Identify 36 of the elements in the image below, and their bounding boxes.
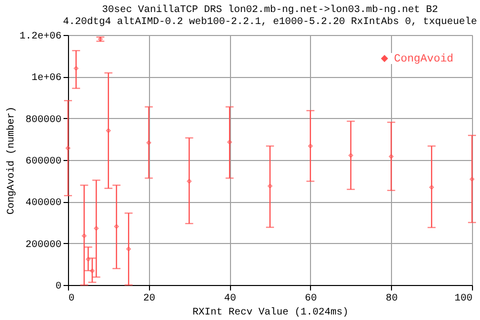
point: [146, 140, 152, 146]
point: [114, 224, 119, 229]
point: [470, 176, 474, 182]
x-tick-label: 60: [304, 294, 317, 304]
x-tick-label: 100: [454, 294, 472, 304]
point: [308, 144, 313, 148]
point: [388, 154, 394, 159]
y-tick-label: 400000: [25, 198, 62, 210]
point: [82, 233, 87, 238]
point: [94, 226, 99, 231]
x-tick-label: 40: [224, 294, 236, 304]
text: 30sec VanillaTCP DRS lon02.mb-ng.net->lon03.mb-ng.net B2: [102, 5, 438, 16]
x-axis-title: RXInt Recv Value (1.024ms): [192, 306, 349, 318]
point: [106, 128, 111, 133]
y-tick-label: 800000: [25, 114, 62, 126]
point: [186, 178, 192, 184]
y-tick-label: 1e+06: [31, 73, 62, 84]
y-tick-label: 1.2e+06: [19, 32, 62, 42]
point: [126, 246, 131, 252]
text: 4.20dtg4 altAIMD-0.2 web100-2.2.1, e1000-5.2.20 RxIntAbs 0, txqueuele: [62, 17, 478, 28]
legend-label: CongAvoid: [394, 54, 454, 66]
point: [227, 140, 232, 144]
y-tick-label: 0: [55, 282, 62, 292]
point: [429, 184, 434, 190]
y-tick-label: 600000: [25, 156, 62, 168]
point: [66, 146, 70, 150]
point: [74, 66, 78, 71]
y-axis-title: CongAvoid (number): [5, 106, 18, 215]
point: [348, 153, 354, 158]
point: [90, 268, 95, 274]
y-tick-label: 200000: [25, 240, 62, 251]
x-tick-label: 80: [386, 294, 398, 304]
x-tick-label: 0: [68, 294, 75, 304]
point: [268, 184, 272, 188]
x-tick-label: 20: [143, 294, 156, 304]
point: [86, 256, 91, 262]
